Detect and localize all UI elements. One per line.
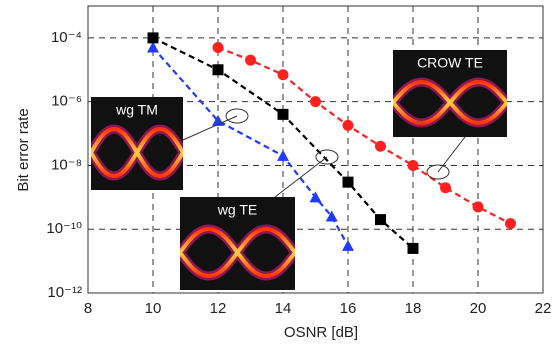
marker bbox=[473, 201, 484, 212]
marker bbox=[310, 191, 322, 202]
y-tick-label: 10⁻⁸ bbox=[51, 156, 82, 173]
marker bbox=[408, 160, 419, 171]
y-tick-label: 10⁻⁴ bbox=[51, 29, 82, 46]
leader-line bbox=[438, 137, 465, 172]
x-tick-label: 20 bbox=[470, 300, 487, 317]
marker bbox=[277, 150, 289, 161]
x-tick-label: 22 bbox=[535, 300, 552, 317]
inset-label: CROW TE bbox=[417, 55, 483, 71]
marker bbox=[278, 109, 289, 120]
marker bbox=[213, 42, 224, 53]
eye-inset: wg TE bbox=[151, 197, 324, 290]
inset-label: wg TM bbox=[115, 102, 158, 118]
marker bbox=[505, 218, 516, 229]
x-tick-label: 18 bbox=[405, 300, 422, 317]
marker bbox=[343, 177, 354, 188]
marker bbox=[375, 141, 386, 152]
inset-label: wg TE bbox=[217, 202, 257, 218]
chart: OSNR [dB] Bit error rate 8 10 12 14 16 18 20 22… bbox=[0, 0, 560, 350]
leader-line bbox=[183, 116, 237, 140]
marker bbox=[343, 120, 354, 131]
y-tick-label: 10⁻⁶ bbox=[51, 93, 82, 110]
marker bbox=[375, 214, 386, 225]
x-tick-label: 16 bbox=[340, 300, 357, 317]
x-tick-label: 14 bbox=[275, 300, 292, 317]
x-axis-label: OSNR [dB] bbox=[284, 324, 358, 341]
marker bbox=[213, 64, 224, 75]
y-axis-label: Bit error rate bbox=[15, 108, 32, 191]
marker bbox=[342, 240, 354, 251]
y-tick-label: 10⁻¹⁰ bbox=[46, 220, 82, 237]
x-tick-label: 8 bbox=[84, 300, 92, 317]
marker bbox=[148, 32, 159, 43]
marker bbox=[440, 182, 451, 193]
x-tick-label: 10 bbox=[145, 300, 162, 317]
y-tick-label: 10⁻¹² bbox=[47, 284, 82, 301]
eye-inset: CROW TE bbox=[365, 50, 536, 137]
marker bbox=[278, 69, 289, 80]
x-tick-label: 12 bbox=[210, 300, 227, 317]
marker bbox=[408, 243, 419, 254]
eye-inset: wg TM bbox=[68, 97, 206, 190]
marker bbox=[245, 55, 256, 66]
marker bbox=[310, 96, 321, 107]
